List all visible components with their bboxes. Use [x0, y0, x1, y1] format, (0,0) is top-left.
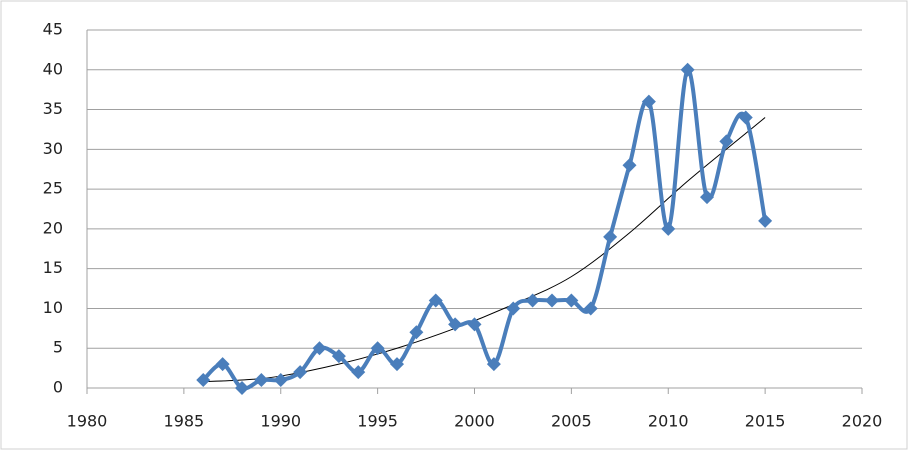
data-point	[370, 341, 385, 356]
data-point	[293, 365, 308, 380]
data-point	[564, 293, 579, 308]
y-tick-label: 0	[53, 378, 63, 397]
data-point	[215, 357, 230, 372]
y-tick-label: 30	[43, 139, 63, 158]
data-point	[467, 317, 482, 332]
data-point	[583, 301, 598, 316]
x-tick-label: 2015	[745, 412, 786, 431]
x-tick-label: 2005	[551, 412, 592, 431]
x-tick-label: 1980	[67, 412, 108, 431]
data-point	[719, 134, 734, 149]
x-tick-label: 2000	[454, 412, 495, 431]
data-point	[351, 365, 366, 380]
x-tick-label: 2010	[648, 412, 689, 431]
y-tick-label: 15	[43, 258, 63, 277]
data-point	[390, 357, 404, 372]
data-point	[409, 325, 424, 340]
y-tick-label: 20	[43, 218, 63, 237]
data-point	[273, 373, 288, 388]
data-point	[680, 62, 695, 77]
y-tick-label: 10	[43, 298, 63, 317]
x-tick-label: 1995	[357, 412, 398, 431]
data-point	[738, 110, 753, 125]
data-point	[506, 301, 521, 316]
x-tick-label: 1985	[164, 412, 205, 431]
data-point	[312, 341, 327, 356]
data-point	[428, 293, 443, 308]
x-tick-label: 1990	[260, 412, 301, 431]
y-tick-label: 40	[43, 59, 63, 78]
data-point	[254, 373, 269, 388]
y-tick-label: 35	[43, 99, 63, 118]
data-point	[525, 293, 540, 308]
y-tick-label: 5	[53, 338, 63, 357]
data-point	[545, 293, 559, 308]
data-point	[622, 158, 637, 173]
x-tick-label: 2020	[842, 412, 883, 431]
data-point	[700, 190, 714, 205]
data-point	[448, 317, 463, 332]
y-tick-label: 25	[43, 179, 63, 198]
data-point	[196, 373, 211, 388]
y-tick-label: 45	[43, 20, 63, 39]
data-point	[758, 213, 773, 228]
data-point	[661, 221, 676, 236]
data-point	[641, 94, 656, 109]
data-point	[603, 229, 618, 244]
data-point	[235, 381, 249, 395]
data-point	[331, 349, 346, 364]
data-point	[486, 357, 501, 372]
